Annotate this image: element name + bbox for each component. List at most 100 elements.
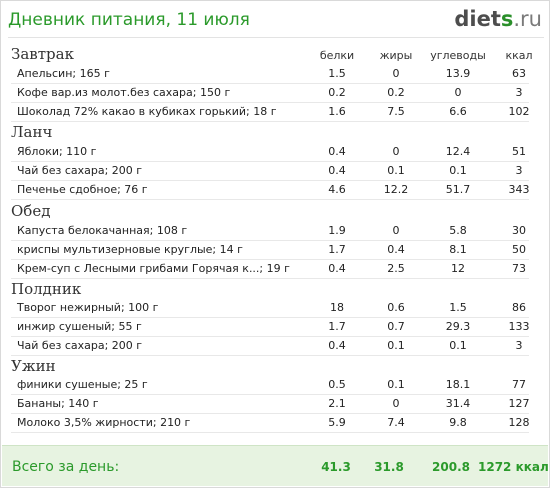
column-fat-value: 0.1: [387, 378, 405, 391]
total-protein: 41.3: [321, 460, 351, 474]
column-kcal-header: ккал: [505, 49, 533, 62]
food-name: Шоколад 72% какао в кубиках горький; 18 …: [17, 105, 277, 118]
table-row[interactable]: Капуста белокачанная; 108 г 1.9 0 5.8 30: [11, 222, 529, 241]
row-divider: [11, 317, 529, 318]
column-fat-value: 0.1: [387, 339, 405, 352]
column-carbs-value: 12.4: [445, 145, 471, 158]
row-divider: [11, 199, 529, 200]
row-divider: [11, 240, 529, 241]
table-row[interactable]: Молоко 3,5% жирности; 210 г 5.9 7.4 9.8 128: [11, 414, 530, 433]
header-divider: [8, 37, 544, 38]
table-row[interactable]: финики сушеные; 25 г 0.5 0.1 18.1 77: [11, 376, 529, 395]
food-name: инжир сушеный; 55 г: [17, 320, 142, 333]
column-protein-value: 1.7: [328, 243, 346, 256]
food-name: криспы мультизерновые круглые; 14 г: [17, 243, 243, 256]
column-carbs-value: 1.5: [449, 301, 467, 314]
column-protein-value: 0.4: [328, 262, 346, 275]
column-fat-value: 7.4: [387, 416, 405, 429]
row-divider: [11, 102, 529, 103]
table-row[interactable]: Кофе вар.из молот.без сахара; 150 г 0.2 0.…: [11, 84, 529, 103]
column-fat-value: 0: [392, 224, 400, 237]
column-protein-value: 0.4: [328, 339, 346, 352]
food-name: Чай без сахара; 200 г: [17, 164, 143, 177]
column-fat-value: 0.7: [387, 320, 405, 333]
column-kcal-value: 73: [512, 262, 526, 275]
table-row[interactable]: Творог нежирный; 100 г 18 0.6 1.5 86: [11, 299, 529, 318]
column-kcal-value: 63: [512, 67, 526, 80]
row-divider: [11, 259, 529, 260]
column-carbs-value: 9.8: [449, 416, 467, 429]
food-name: Творог нежирный; 100 г: [17, 301, 159, 314]
table-row[interactable]: Печенье сдобное; 76 г 4.6 12.2 51.7 343: [11, 181, 530, 200]
row-divider: [11, 336, 529, 337]
column-carbs-value: 6.6: [449, 105, 467, 118]
column-protein-header: белки: [319, 49, 355, 62]
site-logo[interactable]: diets.ru: [454, 7, 542, 31]
column-kcal-value: 3: [515, 164, 523, 177]
column-carbs-value: 29.3: [445, 320, 471, 333]
column-protein-value: 2.1: [328, 397, 346, 410]
column-carbs-value: 31.4: [445, 397, 471, 410]
table-row[interactable]: криспы мультизерновые круглые; 14 г 1.7 0.…: [11, 241, 529, 260]
column-protein-value: 0.2: [328, 86, 346, 99]
column-kcal-value: 133: [508, 320, 530, 333]
column-fat-header: жиры: [379, 49, 413, 62]
page-title: Дневник питания, 11 июля: [8, 10, 250, 30]
food-name: Апельсин; 165 г: [17, 67, 110, 80]
column-kcal-value: 77: [512, 378, 526, 391]
logo-part-3: .ru: [513, 7, 542, 31]
column-fat-value: 0: [392, 145, 400, 158]
column-protein-value: 1.5: [328, 67, 346, 80]
meal-heading: Ланч: [11, 123, 53, 141]
column-protein-value: 18: [330, 301, 344, 314]
food-name: Печенье сдобное; 76 г: [17, 183, 148, 196]
column-protein-value: 1.6: [328, 105, 346, 118]
column-kcal-value: 128: [508, 416, 530, 429]
table-row[interactable]: Чай без сахара; 200 г 0.4 0.1 0.1 3: [11, 337, 529, 356]
column-fat-value: 0: [392, 67, 400, 80]
row-divider: [11, 161, 529, 162]
table-row[interactable]: инжир сушеный; 55 г 1.7 0.7 29.3 133: [11, 318, 530, 337]
column-fat-value: 0.6: [387, 301, 405, 314]
column-protein-value: 5.9: [328, 416, 346, 429]
meal-heading: Ужин: [11, 357, 56, 375]
meal-heading: Завтрак: [11, 45, 74, 63]
total-fat: 31.8: [374, 460, 404, 474]
column-carbs-value: 8.1: [449, 243, 467, 256]
column-fat-value: 0.2: [387, 86, 405, 99]
column-kcal-value: 30: [512, 224, 526, 237]
food-name: Капуста белокачанная; 108 г: [17, 224, 188, 237]
column-kcal-value: 102: [508, 105, 530, 118]
column-protein-value: 0.4: [328, 145, 346, 158]
column-protein-value: 1.9: [328, 224, 346, 237]
food-name: Молоко 3,5% жирности; 210 г: [17, 416, 191, 429]
total-label: Всего за день:: [12, 459, 120, 475]
column-carbs-value: 51.7: [445, 183, 471, 196]
column-kcal-value: 3: [515, 339, 523, 352]
column-kcal-value: 51: [512, 145, 526, 158]
table-row[interactable]: Чай без сахара; 200 г 0.4 0.1 0.1 3: [11, 162, 529, 181]
table-row[interactable]: Крем-суп с Лесными грибами Горячая к...;…: [11, 260, 529, 279]
table-row[interactable]: Яблоки; 110 г 0.4 0 12.4 51: [11, 143, 529, 162]
column-fat-value: 7.5: [387, 105, 405, 118]
column-protein-value: 1.7: [328, 320, 346, 333]
column-kcal-value: 86: [512, 301, 526, 314]
total-carbs: 200.8: [432, 460, 470, 474]
table-row[interactable]: Бананы; 140 г 2.1 0 31.4 127: [11, 395, 530, 414]
table-row[interactable]: Шоколад 72% какао в кубиках горький; 18 …: [11, 103, 530, 122]
row-divider: [11, 432, 529, 433]
row-divider: [11, 83, 529, 84]
column-kcal-value: 343: [508, 183, 530, 196]
food-name: Кофе вар.из молот.без сахара; 150 г: [17, 86, 231, 99]
row-divider: [11, 394, 529, 395]
food-name: Чай без сахара; 200 г: [17, 339, 143, 352]
column-kcal-value: 127: [508, 397, 530, 410]
column-protein-value: 4.6: [328, 183, 346, 196]
food-name: Крем-суп с Лесными грибами Горячая к...;…: [17, 262, 290, 275]
table-row[interactable]: Апельсин; 165 г 1.5 0 13.9 63: [11, 65, 529, 84]
column-fat-value: 0.1: [387, 164, 405, 177]
logo-part-2: s: [500, 7, 514, 31]
row-divider: [11, 278, 529, 279]
column-carbs-value: 12: [451, 262, 465, 275]
